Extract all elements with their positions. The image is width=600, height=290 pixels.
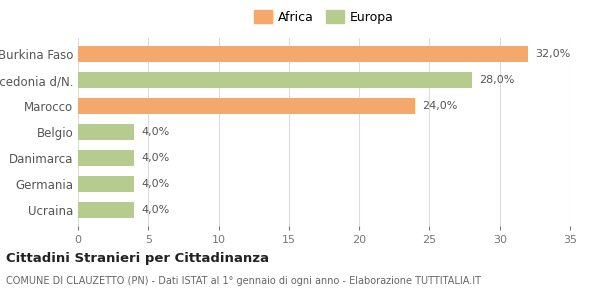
- Text: 4,0%: 4,0%: [141, 205, 170, 215]
- Text: COMUNE DI CLAUZETTO (PN) - Dati ISTAT al 1° gennaio di ogni anno - Elaborazione : COMUNE DI CLAUZETTO (PN) - Dati ISTAT al…: [6, 276, 481, 285]
- Bar: [78, 98, 415, 114]
- Text: 4,0%: 4,0%: [141, 179, 170, 189]
- Text: Cittadini Stranieri per Cittadinanza: Cittadini Stranieri per Cittadinanza: [6, 252, 269, 265]
- Bar: [78, 46, 528, 62]
- Bar: [78, 202, 134, 218]
- Legend: Africa, Europa: Africa, Europa: [250, 7, 398, 28]
- Text: 28,0%: 28,0%: [479, 75, 514, 85]
- Bar: [78, 72, 472, 88]
- Bar: [78, 176, 134, 192]
- Text: 32,0%: 32,0%: [535, 49, 570, 59]
- Bar: [78, 150, 134, 166]
- Bar: [78, 124, 134, 140]
- Text: 4,0%: 4,0%: [141, 153, 170, 163]
- Text: 4,0%: 4,0%: [141, 127, 170, 137]
- Text: 24,0%: 24,0%: [422, 101, 458, 111]
